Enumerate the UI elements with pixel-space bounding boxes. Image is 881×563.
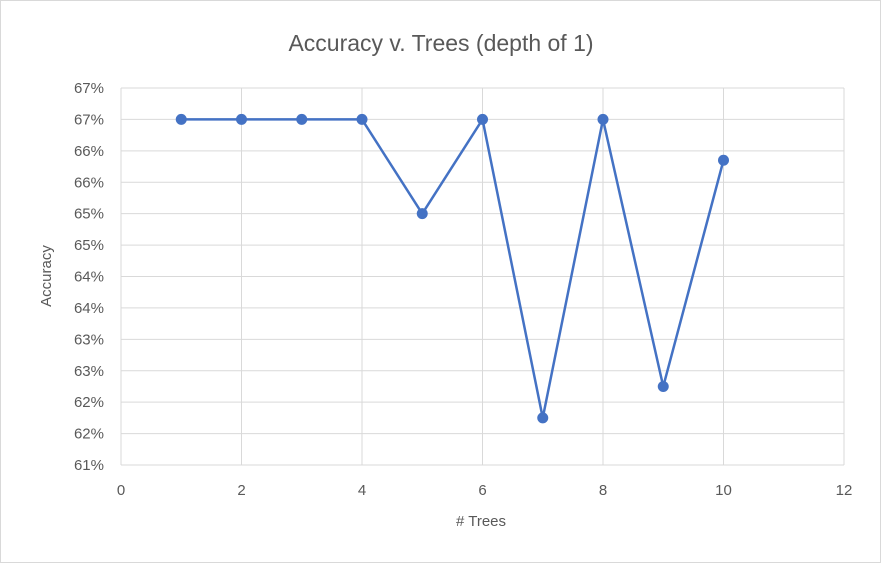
data-point	[718, 154, 729, 166]
data-point	[597, 113, 609, 125]
data-point	[236, 113, 247, 125]
data-point	[416, 208, 428, 220]
x-axis-ticks: 0 2 4 6 8 10 12	[117, 482, 853, 499]
data-point	[657, 380, 669, 392]
y-tick-label: 63%	[74, 363, 104, 380]
series-group	[175, 113, 729, 424]
data-point	[477, 113, 488, 125]
y-tick-label: 62%	[74, 394, 104, 411]
data-point	[537, 412, 549, 424]
y-tick-label: 64%	[74, 300, 104, 317]
x-tick-label: 4	[358, 482, 366, 499]
y-tick-label: 67%	[74, 80, 104, 97]
chart-title: Accuracy v. Trees (depth of 1)	[288, 30, 593, 56]
y-tick-label: 61%	[74, 457, 104, 474]
y-tick-label: 65%	[74, 237, 104, 254]
y-axis-label: Accuracy	[38, 245, 55, 307]
data-point	[175, 113, 187, 125]
x-tick-label: 2	[237, 482, 245, 499]
x-tick-label: 12	[836, 482, 853, 499]
x-axis-label: # Trees	[456, 513, 506, 530]
y-axis-ticks: 61% 62% 62% 63% 63% 64% 64% 65% 65% 66% 66% 67% 67%	[74, 80, 104, 474]
y-tick-label: 62%	[74, 426, 104, 443]
data-point	[296, 113, 308, 125]
y-tick-label: 64%	[74, 269, 104, 286]
y-tick-label: 66%	[74, 174, 104, 191]
x-tick-label: 10	[715, 482, 732, 499]
gridlines	[120, 87, 845, 466]
y-tick-label: 66%	[74, 143, 104, 160]
y-tick-label: 67%	[74, 111, 104, 128]
data-point	[356, 113, 368, 125]
x-tick-label: 8	[599, 482, 607, 499]
series-line	[181, 118, 725, 420]
y-tick-label: 65%	[74, 206, 104, 223]
y-tick-label: 63%	[74, 331, 104, 348]
x-tick-label: 0	[117, 482, 125, 499]
x-tick-label: 6	[478, 482, 486, 499]
